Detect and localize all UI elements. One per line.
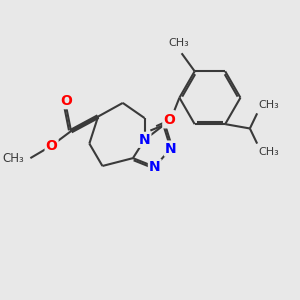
Text: CH₃: CH₃ (2, 152, 24, 165)
Text: O: O (60, 94, 72, 108)
Text: O: O (163, 113, 175, 128)
Text: CH₃: CH₃ (259, 147, 279, 157)
Text: O: O (46, 139, 58, 153)
Text: CH₃: CH₃ (168, 38, 189, 48)
Text: N: N (139, 133, 150, 147)
Text: N: N (149, 160, 161, 174)
Text: CH₃: CH₃ (259, 100, 279, 110)
Text: N: N (165, 142, 176, 155)
